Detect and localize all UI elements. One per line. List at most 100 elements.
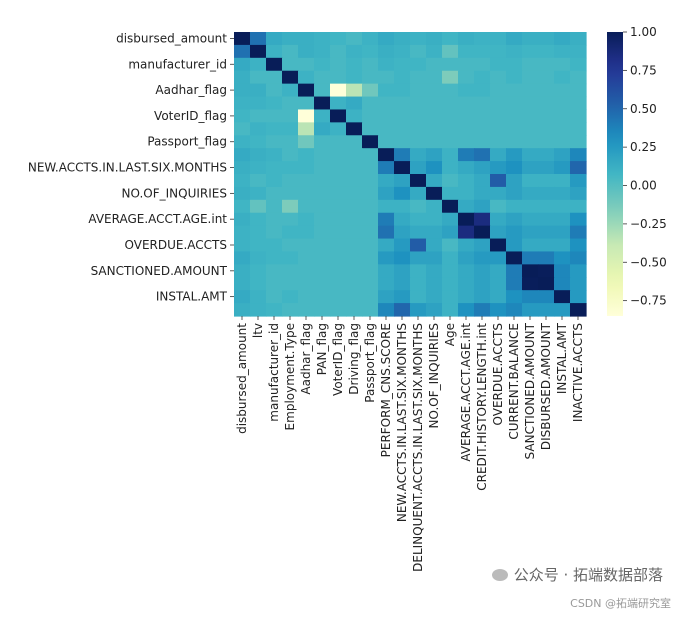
heatmap-cell <box>378 303 395 317</box>
heatmap-cell <box>554 238 571 253</box>
x-tick-label: Employment.Type <box>283 323 297 430</box>
heatmap-cell <box>234 290 251 304</box>
heatmap-cell <box>442 122 459 136</box>
heatmap-cell <box>330 303 347 317</box>
heatmap-cell <box>474 238 491 253</box>
heatmap-cell <box>266 186 283 201</box>
heatmap-cell <box>474 70 491 85</box>
heatmap-cell <box>474 277 491 291</box>
heatmap-cell <box>266 96 283 111</box>
heatmap-cell <box>442 290 459 304</box>
heatmap-cell <box>314 212 331 227</box>
heatmap-cell <box>506 70 523 85</box>
heatmap-cell <box>570 174 587 188</box>
heatmap-cell <box>234 57 251 72</box>
heatmap-cell <box>554 70 571 85</box>
heatmap-cell <box>522 161 539 175</box>
heatmap-cell <box>378 251 395 265</box>
heatmap-cell <box>314 57 331 72</box>
heatmap-cell <box>490 199 507 214</box>
heatmap-cell <box>250 148 267 162</box>
colorbar-gradient <box>607 32 623 316</box>
heatmap-cell <box>458 70 475 85</box>
heatmap-cell <box>490 70 507 85</box>
y-tick-label: manufacturer_id <box>128 57 227 71</box>
heatmap-cell <box>282 277 299 291</box>
heatmap-cell <box>346 70 363 85</box>
heatmap-cell <box>234 251 251 265</box>
heatmap-cell <box>250 174 267 188</box>
heatmap-cell <box>346 238 363 253</box>
heatmap-cell <box>394 135 411 149</box>
heatmap-cell <box>362 148 379 162</box>
x-tick-label: ltv <box>251 323 265 338</box>
heatmap-cell <box>538 238 555 253</box>
heatmap-cell <box>282 212 299 227</box>
heatmap-cell <box>474 96 491 111</box>
heatmap-cell <box>298 264 315 278</box>
heatmap-cell <box>298 174 315 188</box>
heatmap-cell <box>298 277 315 291</box>
heatmap-cell <box>298 32 315 46</box>
heatmap-cell <box>378 44 395 59</box>
heatmap-cell <box>426 83 443 98</box>
heatmap-cell <box>506 44 523 59</box>
heatmap-cell <box>394 225 411 240</box>
x-tick-label: SANCTIONED.AMOUNT <box>523 322 537 459</box>
heatmap-cell <box>314 44 331 59</box>
heatmap-cell <box>362 122 379 136</box>
heatmap-cell <box>570 251 587 265</box>
heatmap-cell <box>474 290 491 304</box>
heatmap-cell <box>330 264 347 278</box>
heatmap-cell <box>490 238 507 253</box>
heatmap-cell <box>250 264 267 278</box>
heatmap-cell <box>330 57 347 72</box>
heatmap-cell <box>426 57 443 72</box>
heatmap-cell <box>394 109 411 123</box>
heatmap-cell <box>394 303 411 317</box>
heatmap-cell <box>474 251 491 265</box>
heatmap-cell <box>394 96 411 111</box>
heatmap-cell <box>506 83 523 98</box>
heatmap-cell <box>410 161 427 175</box>
heatmap-cell <box>554 174 571 188</box>
heatmap-cell <box>362 96 379 111</box>
heatmap-cell <box>234 96 251 111</box>
heatmap-cell <box>266 44 283 59</box>
heatmap-cell <box>346 264 363 278</box>
heatmap-cell <box>490 264 507 278</box>
heatmap-cell <box>378 264 395 278</box>
heatmap-cell <box>426 122 443 136</box>
heatmap-cell <box>522 290 539 304</box>
heatmap-cell <box>234 44 251 59</box>
y-tick-label: VoterID_flag <box>154 109 227 123</box>
heatmap-cell <box>266 225 283 240</box>
heatmap-cell <box>538 32 555 46</box>
heatmap-cell <box>266 135 283 149</box>
heatmap-cell <box>506 303 523 317</box>
heatmap-cell <box>378 277 395 291</box>
heatmap-cell <box>298 225 315 240</box>
heatmap-cell <box>506 277 523 291</box>
heatmap-cell <box>490 122 507 136</box>
heatmap-cell <box>330 32 347 46</box>
heatmap-cell <box>378 32 395 46</box>
heatmap-cell <box>490 32 507 46</box>
heatmap-cell <box>570 96 587 111</box>
colorbar-tick-label: 0.25 <box>630 140 657 154</box>
heatmap-cell <box>250 44 267 59</box>
heatmap-cell <box>570 109 587 123</box>
heatmap-cell <box>474 225 491 240</box>
heatmap-cell <box>346 186 363 201</box>
heatmap-cell <box>458 303 475 317</box>
heatmap-cell <box>474 303 491 317</box>
heatmap-cell <box>314 83 331 98</box>
heatmap-cell <box>362 32 379 46</box>
heatmap-cell <box>266 264 283 278</box>
heatmap-cell <box>298 57 315 72</box>
heatmap-cell <box>570 57 587 72</box>
heatmap-cell <box>426 238 443 253</box>
heatmap-cell <box>362 225 379 240</box>
heatmap-cell <box>314 135 331 149</box>
heatmap-cell <box>490 148 507 162</box>
